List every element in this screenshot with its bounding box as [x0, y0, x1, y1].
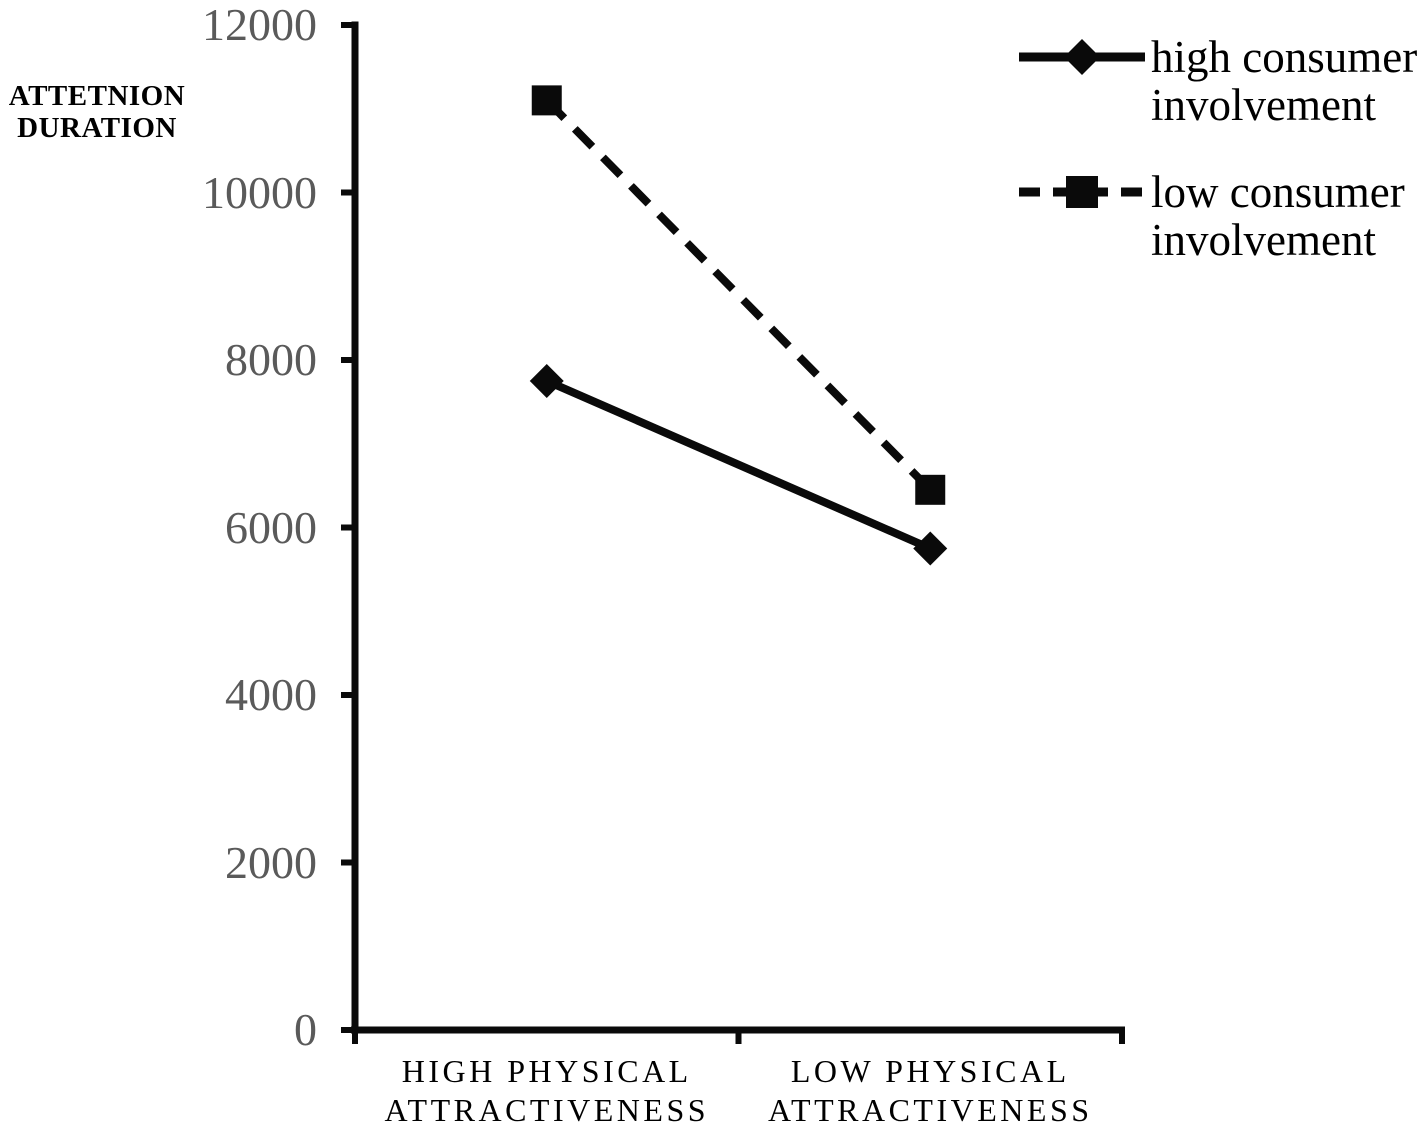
y-axis-title: ATTETNION DURATION [8, 80, 186, 144]
legend-key-solid-diamond-icon [1019, 39, 1145, 75]
legend-item: low consumer involvement [1018, 168, 1421, 264]
legend-label: high consumer involvement [1151, 32, 1418, 130]
series-line-high-consumer-involvement [545, 377, 932, 553]
legend-item: high consumer involvement [1018, 33, 1421, 129]
data-point-square-icon [531, 85, 562, 116]
data-point-diamond-icon [529, 363, 564, 398]
data-point-diamond-icon [913, 531, 948, 566]
data-point-square-icon [915, 474, 946, 505]
legend-key-dashed-square-icon [1019, 176, 1145, 208]
legend-diamond-marker-icon [1064, 39, 1100, 75]
legend: high consumer involvement low consumer in… [1018, 33, 1421, 264]
legend-label: low consumer involvement [1151, 167, 1405, 265]
series-line-low-consumer-involvement [543, 97, 934, 493]
legend-square-marker-icon [1066, 176, 1098, 208]
